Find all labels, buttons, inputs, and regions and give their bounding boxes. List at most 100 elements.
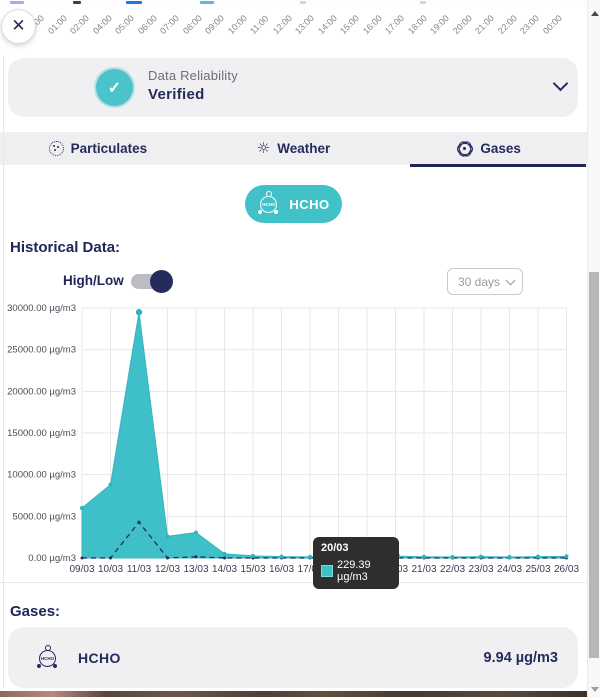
time-tick: 15:00 [337,12,361,36]
hcho-pill-button[interactable]: HCHO HCHO [245,185,342,223]
time-tick: 04:00 [90,12,114,36]
particulates-icon [48,141,64,156]
time-tick: 11:00 [247,13,271,37]
time-tick: 08:00 [180,12,204,36]
toggle-knob[interactable] [150,270,173,293]
tab-label: Weather [277,141,331,156]
svg-text:0.00 µg/m3: 0.00 µg/m3 [28,553,76,564]
chevron-down-icon[interactable] [552,75,569,92]
svg-text:20000.00 µg/m3: 20000.00 µg/m3 [7,386,76,397]
tooltip-date: 20/03 [321,542,349,554]
time-tick: 16:00 [360,12,384,36]
range-select[interactable]: 30 days [447,268,523,295]
scrollbar[interactable] [587,0,600,697]
browser-icon-fragment [126,1,142,4]
svg-text:12/03: 12/03 [155,564,180,575]
tab-gases[interactable]: Gases [391,132,587,167]
close-button[interactable]: ✕ [2,10,35,43]
high-low-label: High/Low [63,273,124,288]
browser-icon-fragment [420,1,426,4]
historical-data-heading: Historical Data: [10,239,121,256]
tab-label: Gases [480,141,521,156]
tab-weather[interactable]: ☼ Weather [196,132,392,165]
svg-text:26/03: 26/03 [554,564,579,575]
svg-text:10/03: 10/03 [98,564,123,575]
cropped-top-strip [0,0,600,6]
svg-text:09/03: 09/03 [69,564,94,575]
scrollbar-thumb[interactable] [589,272,599,658]
svg-text:13/03: 13/03 [183,564,208,575]
section-divider [0,582,587,583]
verified-badge-icon: ✓ [96,69,133,106]
svg-text:11/03: 11/03 [127,564,152,575]
time-tick: 07:00 [157,12,181,36]
time-axis: 00:00 01:0002:0004:0005:0006:0007:0008:00… [0,0,588,52]
chart-tooltip: 20/03 229.39 µg/m3 [313,537,399,589]
panel-left-border [3,55,4,689]
svg-text:30000.00 µg/m3: 30000.00 µg/m3 [7,303,76,314]
data-reliability-card[interactable]: ✓ Data Reliability Verified [8,58,578,117]
time-tick: 02:00 [67,12,91,36]
tab-label: Particulates [70,141,148,156]
svg-text:22/03: 22/03 [440,564,465,575]
svg-text:10000.00 µg/m3: 10000.00 µg/m3 [7,470,76,481]
svg-text:16/03: 16/03 [269,564,294,575]
svg-text:25/03: 25/03 [525,564,550,575]
cropped-content-strip [0,691,588,697]
svg-text:21/03: 21/03 [411,564,436,575]
scroll-down-icon[interactable] [591,687,599,692]
tab-particulates[interactable]: Particulates [0,132,196,165]
time-tick: 06:00 [135,12,159,36]
svg-text:5000.00 µg/m3: 5000.00 µg/m3 [12,511,76,522]
chevron-down-icon [505,275,516,285]
time-tick: 21:00 [472,12,496,36]
chart-area: 30000.00 µg/m3 25000.00 µg/m3 20000.00 µg/… [0,300,588,585]
time-tick: 22:00 [495,12,519,36]
browser-icon-fragment [10,1,24,4]
gas-value: 9.94 µg/m3 [483,649,558,666]
pill-label: HCHO [289,196,330,212]
gas-name: HCHO [78,649,121,666]
atom-icon [456,138,475,159]
time-tick: 01:00 [45,12,69,36]
historical-chart[interactable]: 30000.00 µg/m3 25000.00 µg/m3 20000.00 µg/… [0,300,588,585]
time-tick: 10:00 [225,12,249,36]
high-low-toggle[interactable] [131,270,173,293]
browser-icon-fragment [200,1,214,4]
molecule-icon: HCHO [36,644,60,670]
svg-text:17/03: 17/03 [297,564,322,575]
time-tick: 19:00 [427,12,451,36]
time-tick: 17:00 [382,12,406,36]
tab-bar: Particulates ☼ Weather Gases [0,132,587,167]
tooltip-value: 229.39 µg/m3 [337,559,371,583]
svg-text:25000.00 µg/m3: 25000.00 µg/m3 [7,345,76,356]
time-tick: 12:00 [270,12,294,36]
gases-heading: Gases: [10,603,61,620]
time-tick: 09:00 [202,12,226,36]
time-tick: 23:00 [517,12,541,36]
time-tick: 13:00 [292,12,316,36]
scroll-up-icon[interactable] [591,11,599,16]
reliability-status: Verified [148,86,205,103]
svg-text:23/03: 23/03 [468,564,493,575]
svg-text:24/03: 24/03 [497,564,522,575]
svg-text:15/03: 15/03 [240,564,265,575]
time-tick: 14:00 [315,12,339,36]
time-tick: 00:00 [540,12,564,36]
time-tick: 05:00 [112,12,136,36]
time-tick: 18:00 [405,12,429,36]
browser-icon-fragment [73,1,81,4]
close-icon: ✕ [11,16,26,36]
tooltip-series-swatch [321,565,333,577]
gas-row-hcho[interactable]: HCHO HCHO 9.94 µg/m3 [8,627,578,688]
molecule-icon: HCHO [257,191,281,216]
range-select-value: 30 days [458,274,501,289]
time-tick: 20:00 [450,12,474,36]
svg-text:14/03: 14/03 [212,564,237,575]
reliability-title: Data Reliability [148,68,238,83]
browser-icon-fragment [300,1,306,4]
sun-icon: ☼ [256,139,271,157]
svg-text:15000.00 µg/m3: 15000.00 µg/m3 [7,428,76,439]
reliability-text: Data Reliability Verified [148,68,238,103]
